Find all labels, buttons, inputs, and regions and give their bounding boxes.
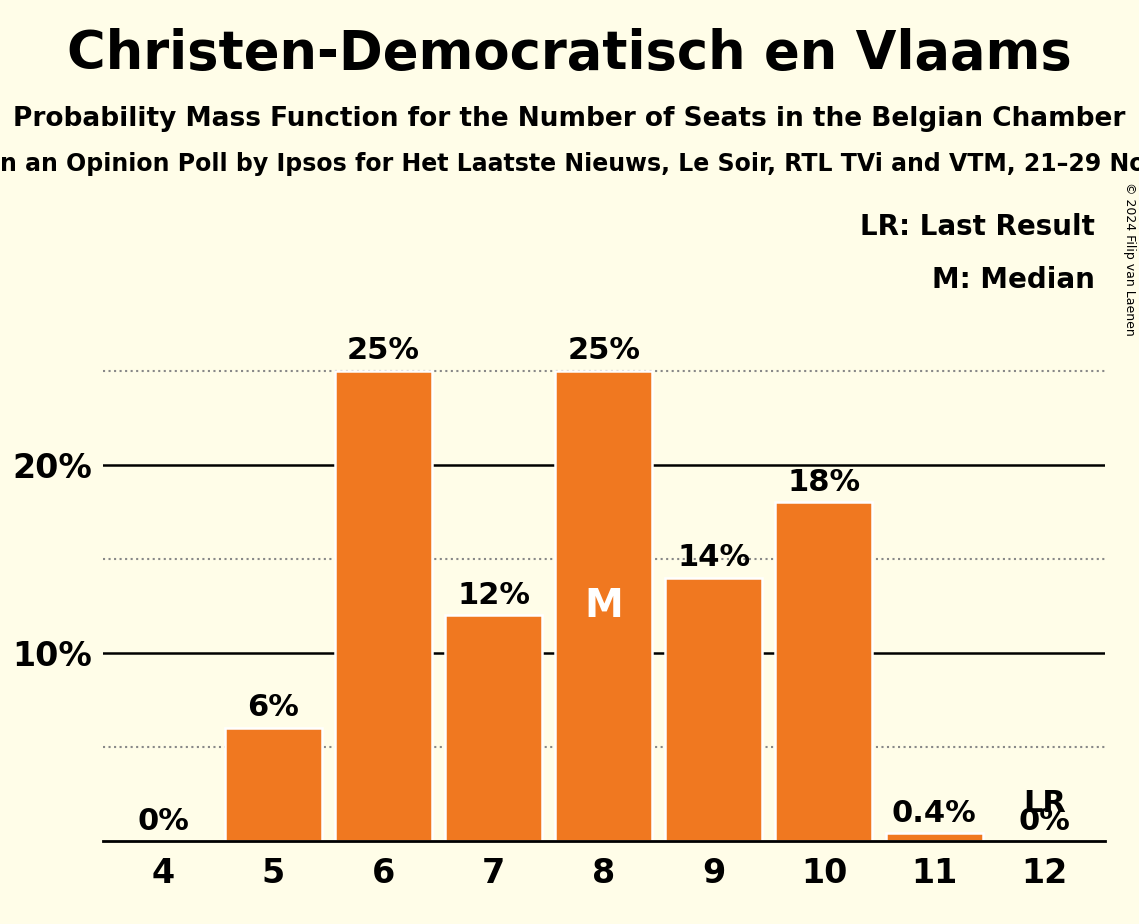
Text: Christen-Democratisch en Vlaams: Christen-Democratisch en Vlaams (67, 28, 1072, 79)
Text: n an Opinion Poll by Ipsos for Het Laatste Nieuws, Le Soir, RTL TVi and VTM, 21–: n an Opinion Poll by Ipsos for Het Laats… (0, 152, 1139, 176)
Text: 25%: 25% (347, 336, 420, 365)
Text: 0.4%: 0.4% (892, 798, 976, 828)
Text: M: Median: M: Median (932, 266, 1095, 294)
Bar (445, 615, 542, 841)
Text: 6%: 6% (247, 693, 300, 723)
Text: 18%: 18% (787, 468, 861, 497)
Bar (335, 371, 432, 841)
Text: © 2024 Filip van Laenen: © 2024 Filip van Laenen (1123, 182, 1137, 335)
Text: LR: Last Result: LR: Last Result (860, 213, 1095, 240)
Bar (886, 833, 983, 841)
Bar (776, 503, 872, 841)
Text: LR: LR (1023, 789, 1066, 819)
Text: Probability Mass Function for the Number of Seats in the Belgian Chamber: Probability Mass Function for the Number… (14, 106, 1125, 132)
Text: M: M (584, 587, 623, 625)
Text: 25%: 25% (567, 336, 640, 365)
Text: 12%: 12% (457, 580, 530, 610)
Bar (555, 371, 653, 841)
Text: 0%: 0% (1018, 808, 1071, 836)
Text: 14%: 14% (678, 543, 751, 572)
Bar (224, 728, 321, 841)
Bar (665, 578, 762, 841)
Text: 0%: 0% (137, 808, 189, 836)
